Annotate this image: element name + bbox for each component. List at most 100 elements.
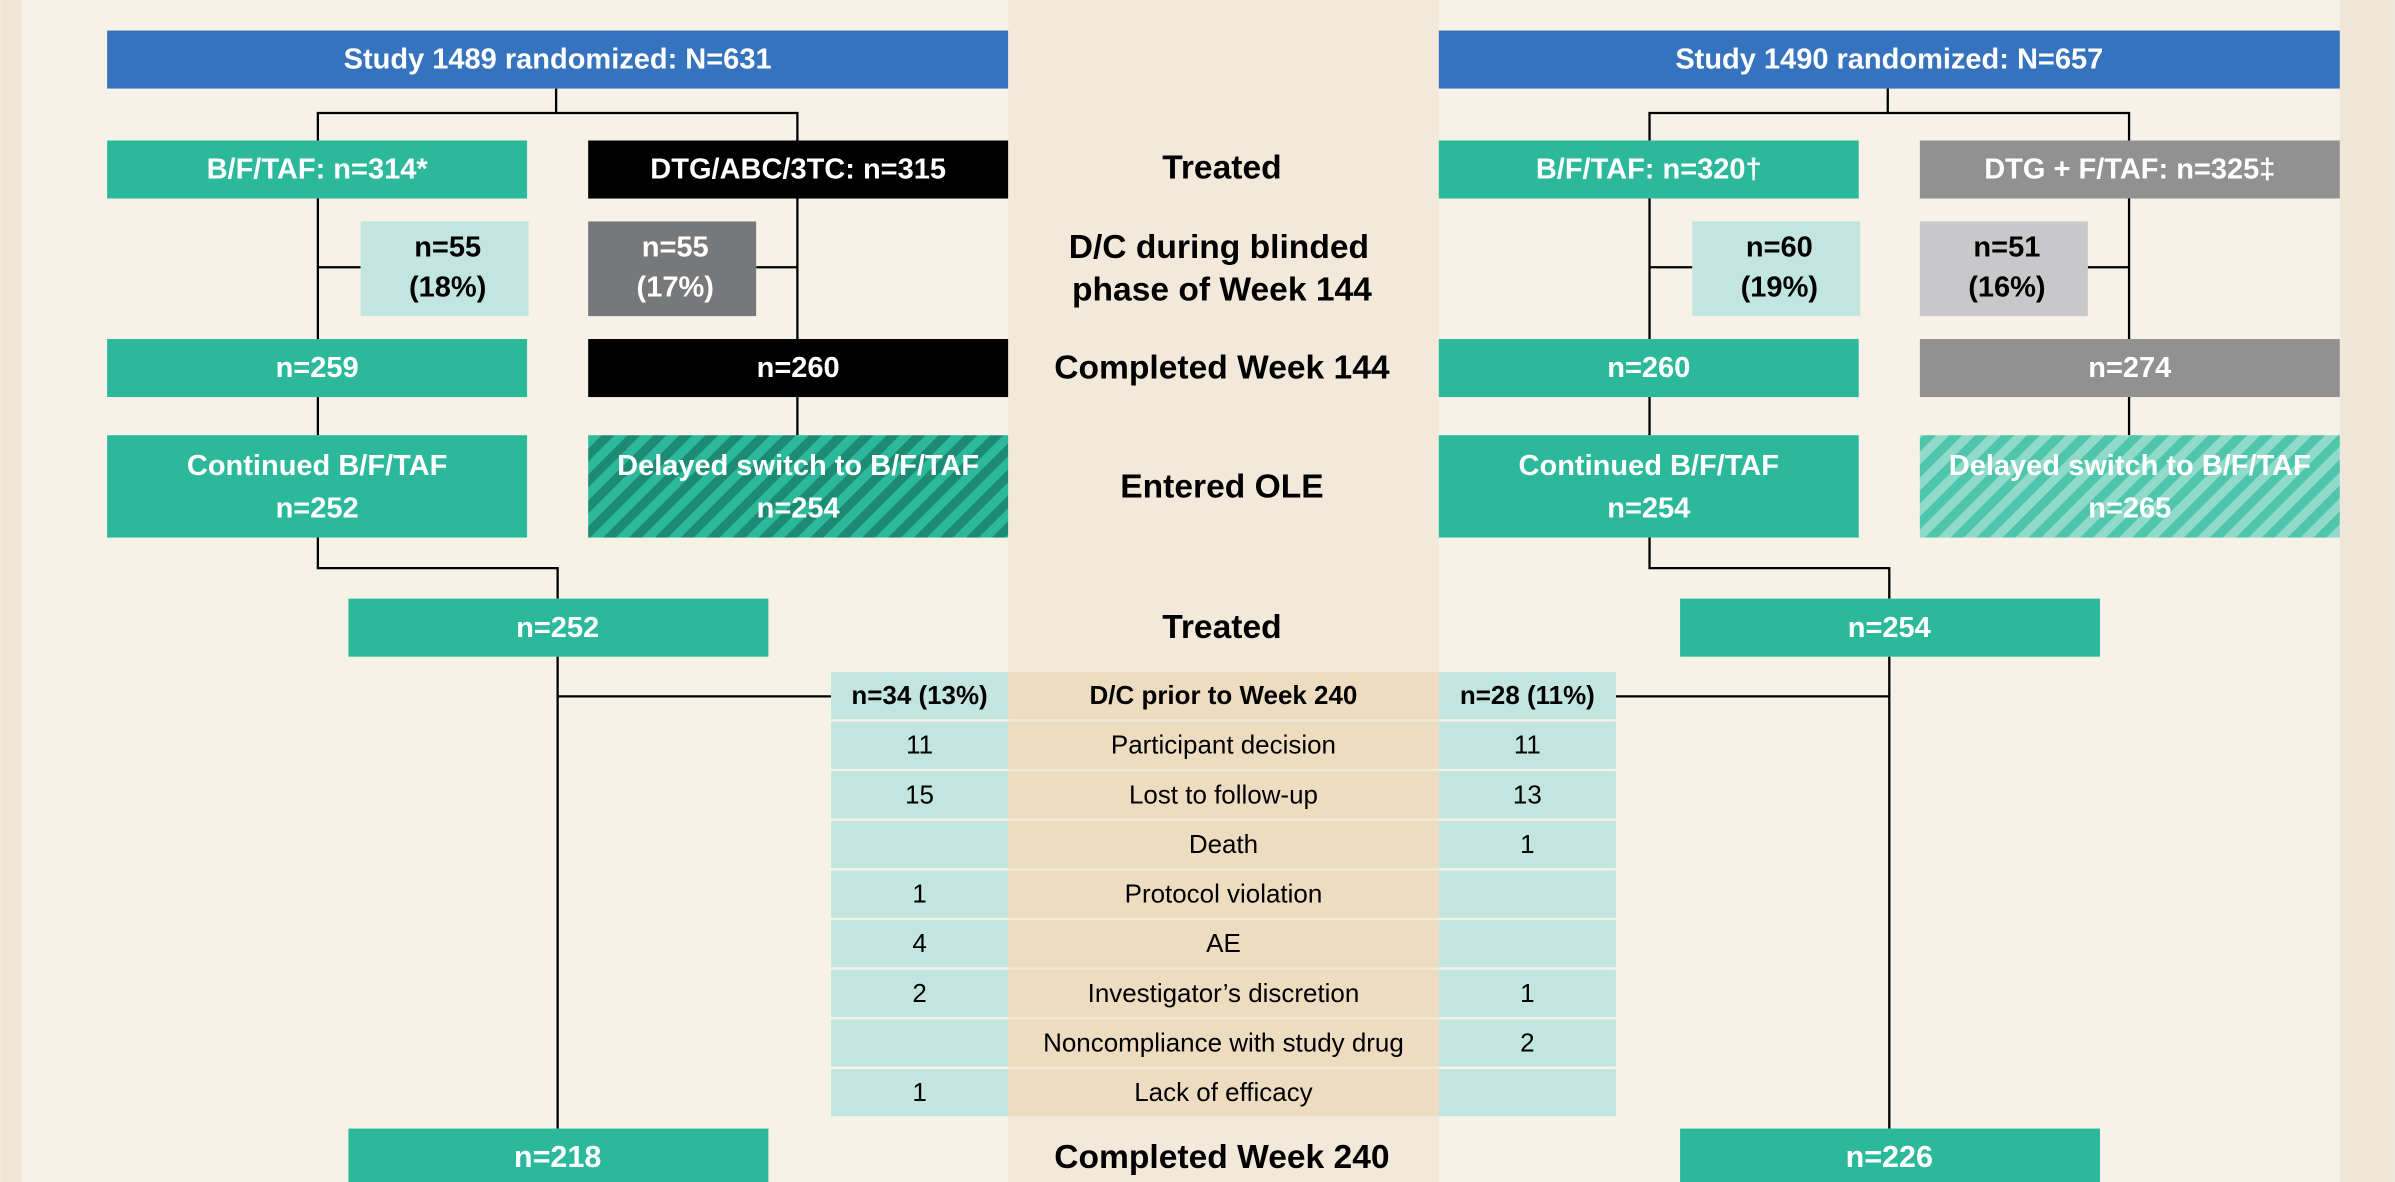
- table-text: Investigator’s discretion: [1088, 978, 1360, 1008]
- arm-box: [1438, 140, 1859, 199]
- dc-count: n=55: [642, 232, 709, 264]
- table-cell: [1438, 721, 1616, 769]
- ole-label: Delayed switch to B/F/TAF: [1949, 450, 2311, 482]
- ole-treated-box: [348, 598, 769, 657]
- table-cell: [1008, 870, 1439, 918]
- table-cell: [1008, 1068, 1439, 1117]
- table-cell: [1438, 969, 1616, 1018]
- table-cell: [1438, 920, 1616, 968]
- table-text: 1: [1520, 829, 1534, 859]
- arm-treated: B/F/TAF: n=314*: [207, 154, 429, 186]
- table-text: 4: [912, 928, 926, 958]
- study-title: Study 1490 randomized: N=657: [1675, 44, 2103, 76]
- table-cell: [830, 920, 1009, 968]
- table-cell: [830, 771, 1009, 819]
- table-header: n=28 (11%): [1460, 680, 1595, 710]
- table-cell: [1438, 1068, 1616, 1117]
- completed-240-box: [348, 1128, 769, 1182]
- table-cell: [830, 820, 1009, 869]
- table-text: 11: [906, 730, 933, 760]
- completed-box: [1438, 339, 1859, 398]
- completed-144: n=274: [2088, 352, 2171, 384]
- dc-count: n=60: [1746, 232, 1813, 264]
- table-text: AE: [1206, 928, 1241, 958]
- table-text: Lack of efficacy: [1134, 1077, 1312, 1107]
- dc-count: n=51: [1973, 232, 2040, 264]
- arm-box: [588, 140, 1009, 199]
- ole-treated-box: [1680, 598, 2101, 657]
- table-cell: [1008, 771, 1439, 819]
- dc-box: [360, 221, 529, 317]
- table-cell: [1438, 671, 1616, 720]
- ole-treated: n=254: [1848, 612, 1931, 644]
- stage-label: D/C during blinded: [1069, 229, 1369, 266]
- table-header: n=34 (13%): [851, 680, 987, 710]
- table-text: 13: [1513, 779, 1542, 809]
- arm-treated: DTG + F/TAF: n=325‡: [1984, 154, 2275, 186]
- connector: [1648, 111, 2131, 141]
- table-cell: [830, 870, 1009, 918]
- table-cell: [830, 721, 1009, 769]
- ole-box: [1438, 435, 1859, 538]
- table-text: 1: [912, 879, 926, 909]
- table-text: 15: [905, 779, 934, 809]
- table-text: 2: [1520, 1027, 1534, 1057]
- dc-box: [1919, 221, 2088, 317]
- table-text: Death: [1189, 829, 1258, 859]
- table-cell: [830, 969, 1009, 1018]
- completed-box: [107, 339, 528, 398]
- table-cell: [1008, 1019, 1439, 1067]
- table-header: D/C prior to Week 240: [1090, 680, 1358, 710]
- dc-count: n=55: [414, 232, 481, 264]
- ole-count: n=254: [1607, 493, 1690, 525]
- dc-percent: (17%): [637, 271, 714, 303]
- table-text: 11: [1514, 730, 1541, 760]
- table-text: Lost to follow-up: [1129, 779, 1318, 809]
- ole-count: n=254: [757, 493, 840, 525]
- ole-box: [1919, 435, 2340, 538]
- completed-240-box: [1680, 1128, 2101, 1182]
- stage-label: Completed Week 144: [1054, 349, 1390, 386]
- arm-box: [107, 140, 528, 199]
- ole-label: Delayed switch to B/F/TAF: [617, 450, 979, 482]
- ole-label: Continued B/F/TAF: [187, 450, 447, 482]
- table-cell: [1008, 671, 1439, 720]
- table-cell: [1008, 969, 1439, 1018]
- table-text: 1: [912, 1077, 926, 1107]
- table-text: Noncompliance with study drug: [1043, 1027, 1404, 1057]
- table-cell: [1438, 870, 1616, 918]
- study-header: [107, 30, 1009, 89]
- table-cell: [1438, 1019, 1616, 1067]
- dc-box: [588, 221, 757, 317]
- table-cell: [830, 1068, 1009, 1117]
- stage-label: Completed Week 240: [1054, 1139, 1389, 1176]
- table-cell: [1438, 820, 1616, 869]
- table-cell: [830, 671, 1009, 720]
- stage-label: Treated: [1162, 609, 1281, 646]
- table-text: 1: [1520, 978, 1534, 1008]
- table-cell: [830, 1019, 1009, 1067]
- dc-percent: (19%): [1741, 271, 1818, 303]
- arm-treated: B/F/TAF: n=320†: [1536, 154, 1762, 186]
- dc-percent: (18%): [409, 271, 486, 303]
- ole-count: n=252: [276, 493, 359, 525]
- arm-box: [1919, 140, 2340, 199]
- completed-144: n=260: [1607, 352, 1690, 384]
- connector: [1648, 537, 1891, 599]
- table-cell: [1008, 920, 1439, 968]
- completed-240: n=218: [514, 1140, 601, 1174]
- table-text: 2: [912, 978, 926, 1008]
- completed-144: n=260: [757, 352, 840, 384]
- dc-box: [1692, 221, 1861, 317]
- table-text: Participant decision: [1111, 730, 1336, 760]
- table-cell: [1008, 721, 1439, 769]
- ole-box: [107, 435, 528, 538]
- ole-treated: n=252: [516, 612, 599, 644]
- completed-box: [588, 339, 1009, 398]
- connector: [316, 111, 799, 141]
- ole-count: n=265: [2088, 493, 2171, 525]
- table-cell: [1438, 771, 1616, 819]
- study-header: [1438, 30, 2340, 89]
